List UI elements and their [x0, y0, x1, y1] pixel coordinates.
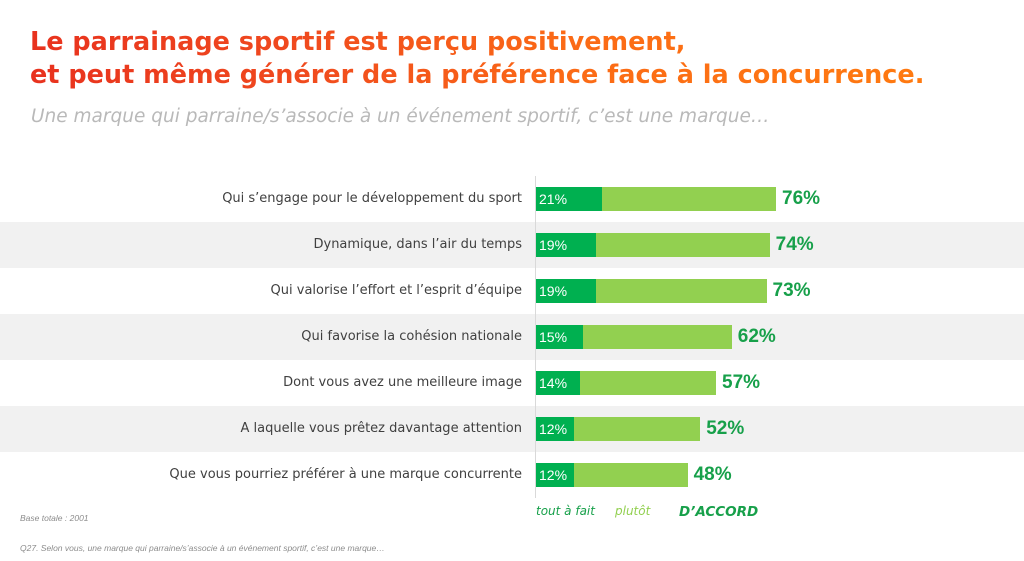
chart-row: Dont vous avez une meilleure image 14% 57%: [0, 360, 1024, 406]
category-label: A laquelle vous prêtez davantage attenti…: [240, 421, 522, 436]
page-title: Le parrainage sportif est perçu positive…: [30, 26, 924, 92]
category-label: Que vous pourriez préférer à une marque …: [169, 467, 522, 482]
tout-a-fait-value-label: 14%: [539, 375, 568, 391]
bar-plutot: [536, 371, 716, 395]
legend-plutot: plutôt: [615, 504, 651, 518]
legend: tout à fait plutôt D’ACCORD: [0, 504, 1024, 524]
total-value-label: 48%: [693, 464, 732, 485]
axis-line: [535, 176, 536, 498]
bar-plutot: [536, 279, 767, 303]
bar-plutot: [536, 233, 770, 257]
subtitle: Une marque qui parraine/s’associe à un é…: [31, 106, 770, 127]
tout-a-fait-value-label: 19%: [539, 283, 568, 299]
category-label: Qui valorise l’effort et l’esprit d’équi…: [270, 283, 522, 298]
bar-tout-a-fait: [536, 417, 574, 441]
total-value-label: 62%: [737, 326, 776, 347]
bar-plutot: [536, 463, 688, 487]
legend-d-accord: D’ACCORD: [679, 504, 759, 520]
tout-a-fait-value-label: 12%: [539, 467, 568, 483]
legend-tout-a-fait: tout à fait: [536, 504, 595, 518]
stacked-bar-chart: Qui s’engage pour le développement du sp…: [0, 176, 1024, 498]
bar-tout-a-fait: [536, 233, 596, 257]
title-line-1: Le parrainage sportif est perçu positive…: [30, 27, 686, 57]
tout-a-fait-value-label: 21%: [539, 191, 568, 207]
bar-tout-a-fait: [536, 187, 603, 211]
chart-row: Dynamique, dans l’air du temps 19% 74%: [0, 222, 1024, 268]
bar-plutot: [536, 417, 701, 441]
chart-row: Qui s’engage pour le développement du sp…: [0, 176, 1024, 222]
bar-tout-a-fait: [536, 325, 584, 349]
chart-row: Qui favorise la cohésion nationale 15% 62%: [0, 314, 1024, 360]
bar-plutot: [536, 187, 776, 211]
total-value-label: 73%: [772, 280, 811, 301]
chart-row: Qui valorise l’effort et l’esprit d’équi…: [0, 268, 1024, 314]
chart-row: Que vous pourriez préférer à une marque …: [0, 452, 1024, 498]
category-label: Dont vous avez une meilleure image: [283, 375, 522, 390]
bar-tout-a-fait: [536, 279, 596, 303]
bar-plutot: [536, 325, 732, 349]
total-value-label: 57%: [722, 372, 761, 393]
bar-tout-a-fait: [536, 463, 574, 487]
tout-a-fait-value-label: 15%: [539, 329, 568, 345]
total-value-label: 74%: [775, 234, 814, 255]
total-value-label: 76%: [782, 188, 821, 209]
title-line-2: et peut même générer de la préférence fa…: [30, 60, 925, 90]
tout-a-fait-value-label: 12%: [539, 421, 568, 437]
total-value-label: 52%: [706, 418, 745, 439]
bar-tout-a-fait: [536, 371, 581, 395]
base-note: Base totale : 2001: [20, 513, 89, 523]
chart-row: A laquelle vous prêtez davantage attenti…: [0, 406, 1024, 452]
category-label: Qui favorise la cohésion nationale: [301, 329, 522, 344]
tout-a-fait-value-label: 19%: [539, 237, 568, 253]
category-label: Dynamique, dans l’air du temps: [313, 237, 522, 252]
category-label: Qui s’engage pour le développement du sp…: [222, 191, 522, 206]
question-note: Q27. Selon vous, une marque qui parraine…: [20, 543, 385, 553]
